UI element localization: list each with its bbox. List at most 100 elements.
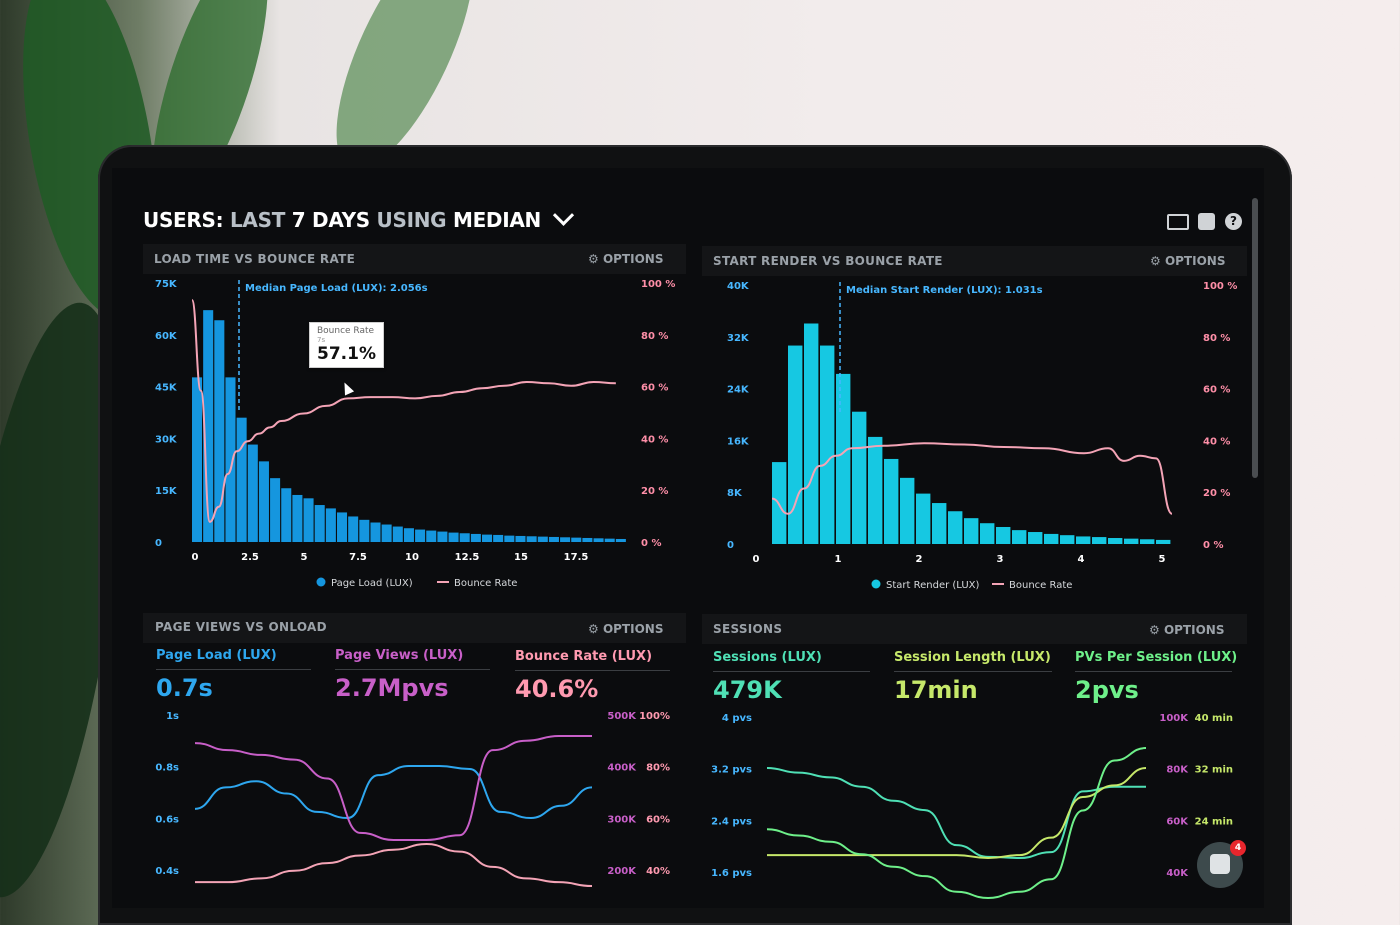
bounce-rate-tooltip: Bounce Rate 7s 57.1% — [309, 322, 384, 368]
pageviews-options-button[interactable]: ⚙ OPTIONS — [588, 622, 663, 636]
load-panel-title: LOAD TIME VS BOUNCE RATE — [154, 252, 356, 266]
median-label: Median Page Load (LUX): 2.056s — [245, 283, 428, 294]
series-line — [767, 767, 1147, 860]
y-mid-tick-label: 200K — [607, 866, 637, 877]
gear-icon: ⚙ — [1150, 254, 1165, 268]
y-axis-tick-label: 30K — [155, 434, 178, 445]
series-line — [194, 842, 593, 887]
histogram-bar — [258, 461, 269, 542]
page-title[interactable]: USERS: LAST 7 DAYS USING MEDIAN — [143, 204, 574, 232]
histogram-bar — [314, 505, 325, 542]
histogram-bar — [437, 531, 448, 542]
y-mid-tick-label: 80K — [1166, 765, 1189, 776]
sessions-panel-title: SESSIONS — [713, 622, 783, 636]
histogram-bar — [526, 536, 537, 542]
x-axis-tick-label: 7.5 — [349, 552, 367, 563]
y-axis-tick-label: 0.8s — [155, 763, 179, 774]
histogram-bar — [537, 536, 548, 542]
x-axis-tick-label: 12.5 — [455, 552, 480, 563]
y-right-tick-label: 40 min — [1195, 713, 1233, 724]
sessions-panel-header — [702, 614, 1247, 644]
metric-rule — [335, 669, 490, 670]
y-right-tick-label: 32 min — [1195, 765, 1233, 776]
histogram-bar — [900, 477, 915, 544]
pageviews-panel-header — [143, 613, 686, 643]
metric-rule — [515, 670, 670, 671]
options-label: OPTIONS — [602, 622, 664, 636]
metric-rule — [894, 671, 1052, 672]
y-right-tick-label: 60 % — [1203, 385, 1230, 396]
y-mid-tick-label: 500K — [607, 711, 637, 722]
metric-page-views-value: 2.7Mpvs — [335, 674, 449, 702]
histogram-bar — [504, 535, 515, 542]
metric-pvs-per-session-value: 2pvs — [1075, 676, 1139, 704]
histogram-bar — [948, 511, 963, 544]
scrollbar[interactable] — [1252, 198, 1258, 478]
histogram-bar — [804, 323, 819, 544]
load-panel-header — [143, 244, 686, 274]
histogram-bar — [337, 512, 348, 542]
histogram-bar — [270, 478, 281, 542]
metric-sessions-label: Sessions (LUX) — [713, 650, 822, 665]
y-axis-tick-label: 24K — [727, 385, 750, 396]
y-axis-tick-label: 1.6 pvs — [711, 868, 752, 879]
monitor-icon[interactable] — [1167, 214, 1189, 230]
title-days: 7 DAYS — [291, 208, 370, 232]
title-median: MEDIAN — [452, 208, 541, 232]
title-using: USING — [376, 208, 447, 232]
gear-icon: ⚙ — [1149, 623, 1164, 637]
histogram-bar — [1108, 538, 1123, 544]
legend-dot — [316, 577, 326, 587]
y-mid-tick-label: 40K — [1166, 868, 1189, 879]
y-right-tick-label: 100 % — [641, 279, 675, 290]
y-axis-tick-label: 1s — [166, 711, 179, 722]
legend-label: Page Load (LUX) — [331, 578, 413, 589]
y-axis-tick-label: 0 — [727, 540, 734, 551]
metric-rule — [713, 671, 870, 672]
load-options-button[interactable]: ⚙ OPTIONS — [588, 252, 663, 266]
histogram-bar — [560, 537, 571, 542]
metric-sessions-value: 479K — [713, 676, 782, 704]
chat-icon — [1210, 854, 1230, 874]
chat-badge: 4 — [1230, 840, 1246, 856]
y-axis-tick-label: 15K — [155, 486, 178, 497]
tooltip-label: Bounce Rate — [317, 326, 375, 336]
y-right-tick-label: 20 % — [1203, 488, 1230, 499]
legend-label: Bounce Rate — [1009, 580, 1072, 591]
histogram-bar — [470, 533, 481, 542]
x-axis-tick-label: 3 — [997, 554, 1004, 565]
histogram-bar — [192, 377, 203, 542]
tooltip-value: 57.1% — [317, 344, 376, 364]
histogram-bar — [836, 373, 851, 544]
help-icon[interactable]: ? — [1225, 213, 1242, 230]
histogram-bar — [1060, 535, 1075, 544]
gear-icon: ⚙ — [588, 622, 603, 636]
options-label: OPTIONS — [1164, 254, 1226, 268]
share-icon[interactable] — [1198, 213, 1215, 230]
render-panel-header — [702, 246, 1247, 276]
sessions-options-button[interactable]: ⚙ OPTIONS — [1149, 623, 1224, 637]
histogram-bar — [203, 310, 214, 542]
histogram-bar — [493, 534, 504, 542]
median-label: Median Start Render (LUX): 1.031s — [846, 285, 1043, 296]
metric-rule — [1075, 671, 1232, 672]
x-axis-tick-label: 2 — [916, 554, 923, 565]
histogram-bar — [482, 534, 493, 542]
sessions-chart: 4 pvs 3.2 pvs 2.4 pvs 1.6 pvs 100K 80K 60K 40K 4… — [711, 713, 1233, 900]
histogram-bar — [348, 516, 359, 542]
metric-rule — [156, 669, 311, 670]
x-axis-tick-label: 15 — [514, 552, 528, 563]
histogram-bar — [214, 320, 225, 542]
histogram-bar — [459, 533, 470, 542]
metric-page-views-label: Page Views (LUX) — [335, 648, 464, 663]
y-axis-tick-label: 45K — [155, 383, 178, 394]
histogram-bar — [1028, 532, 1043, 544]
render-options-button[interactable]: ⚙ OPTIONS — [1150, 254, 1225, 268]
y-right-tick-label: 0 % — [641, 538, 661, 549]
metric-bounce-rate-label: Bounce Rate (LUX) — [515, 649, 653, 664]
y-axis-tick-label: 16K — [727, 436, 750, 447]
y-axis-tick-label: 4 pvs — [722, 713, 752, 724]
histogram-bar — [1156, 539, 1171, 544]
y-axis-tick-label: 40K — [727, 281, 750, 292]
histogram-bar — [1044, 533, 1059, 544]
